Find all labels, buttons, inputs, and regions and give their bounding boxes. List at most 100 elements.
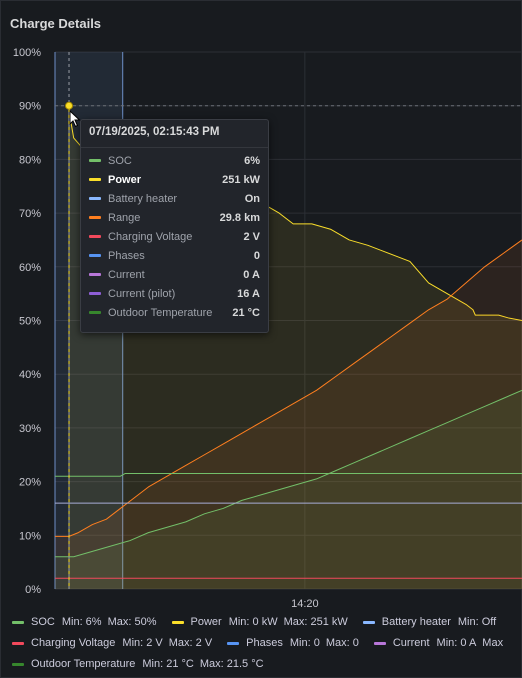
tooltip-series-name: SOC bbox=[108, 154, 132, 167]
tooltip-series-value: 251 kW bbox=[222, 173, 260, 186]
tooltip-series-value: On bbox=[244, 192, 260, 205]
y-tick-label: 80% bbox=[19, 154, 41, 166]
series-color-swatch bbox=[89, 292, 101, 295]
y-tick-label: 50% bbox=[19, 316, 41, 328]
tooltip-row: Phases 0 bbox=[89, 246, 260, 265]
tooltip-series-value: 0 bbox=[253, 249, 260, 262]
tooltip-series-name: Range bbox=[108, 211, 141, 224]
legend-item[interactable]: Power Min: 0 kW Max: 251 kW bbox=[171, 616, 354, 628]
y-tick-label: 60% bbox=[19, 262, 41, 274]
hover-point bbox=[65, 101, 74, 110]
legend-item[interactable]: Current Min: 0 A Max bbox=[373, 637, 509, 649]
legend-swatch bbox=[171, 620, 184, 624]
tooltip-series-value: 21 °C bbox=[232, 306, 260, 319]
y-tick-label: 70% bbox=[19, 208, 41, 220]
tooltip-row: Outdoor Temperature 21 °C bbox=[89, 303, 260, 322]
series-color-swatch bbox=[89, 235, 101, 238]
legend-swatch bbox=[12, 662, 24, 666]
series-area-soc bbox=[55, 390, 522, 589]
tooltip-series-value: 2 V bbox=[243, 230, 260, 243]
legend-series-name: Power bbox=[190, 616, 222, 628]
series-color-swatch bbox=[89, 216, 101, 219]
tooltip-series-value: 16 A bbox=[237, 287, 260, 300]
tooltip-series-name: Current (pilot) bbox=[108, 287, 176, 300]
legend-item[interactable]: Phases Min: 0 Max: 0 bbox=[227, 637, 365, 649]
legend-stat: Max bbox=[482, 637, 504, 649]
tooltip-row: Range 29.8 km bbox=[89, 208, 260, 227]
series-color-swatch bbox=[89, 311, 101, 314]
legend-stat: Min: 0 A bbox=[436, 637, 477, 649]
series-color-swatch bbox=[89, 159, 101, 162]
y-tick-label: 0% bbox=[25, 584, 41, 596]
legend-series-name: Charging Voltage bbox=[31, 637, 116, 649]
series-line-range bbox=[55, 239, 522, 537]
tooltip-series-value: 29.8 km bbox=[219, 211, 260, 224]
legend-stat: Max: 0 bbox=[325, 637, 359, 649]
legend-series-name: Phases bbox=[246, 637, 283, 649]
legend-stat: Max: 251 kW bbox=[283, 616, 348, 628]
series-line-outdoor-temperature bbox=[55, 473, 522, 477]
legend-stat: Min: 21 °C bbox=[142, 658, 194, 670]
y-tick-label: 100% bbox=[13, 47, 41, 59]
legend-item[interactable]: SOC Min: 6% Max: 50% bbox=[12, 616, 163, 628]
legend-stat: Min: 0 bbox=[289, 637, 320, 649]
legend-swatch bbox=[12, 620, 24, 624]
legend-swatch bbox=[227, 641, 240, 645]
legend-stat: Min: 6% bbox=[61, 616, 102, 628]
tooltip-series-name: Phases bbox=[108, 249, 145, 262]
y-tick-label: 90% bbox=[19, 101, 41, 113]
series-area-range bbox=[55, 239, 522, 589]
panel-title[interactable]: Charge Details bbox=[10, 16, 102, 31]
hover-tooltip: 07/19/2025, 02:15:43 PM SOC 6% Power 251 kW… bbox=[80, 119, 269, 333]
legend-swatch bbox=[362, 620, 375, 624]
legend-stat: Min: 2 V bbox=[122, 637, 163, 649]
legend-item[interactable]: Battery heater Min: Off bbox=[362, 616, 502, 628]
tooltip-series-value: 0 A bbox=[243, 268, 260, 281]
tooltip-series-name: Charging Voltage bbox=[108, 230, 193, 243]
legend-series-name: Current bbox=[392, 637, 430, 649]
tooltip-series-name: Current bbox=[108, 268, 145, 281]
tooltip-series-name: Outdoor Temperature bbox=[108, 306, 213, 319]
series-color-swatch bbox=[89, 197, 101, 200]
legend-series-name: Battery heater bbox=[381, 616, 451, 628]
tooltip-row: SOC 6% bbox=[89, 151, 260, 170]
legend-swatch bbox=[12, 641, 24, 645]
tooltip-row: Charging Voltage 2 V bbox=[89, 227, 260, 246]
legend-stat: Max: 21.5 °C bbox=[199, 658, 264, 670]
y-tick-label: 30% bbox=[19, 423, 41, 435]
tooltip-series-name: Battery heater bbox=[108, 192, 178, 205]
tooltip-row: Power 251 kW bbox=[89, 170, 260, 189]
legend-row: SOC Min: 6% Max: 50% Power Min: 0 kW Max: 251… bbox=[12, 616, 511, 628]
hover-marker bbox=[55, 52, 522, 589]
y-tick-label: 40% bbox=[19, 369, 41, 381]
tooltip-series-value: 6% bbox=[244, 154, 260, 167]
chart-legend: SOC Min: 6% Max: 50% Power Min: 0 kW Max: 251… bbox=[0, 612, 522, 678]
axes: 0% 10% 20% 30% 40% 50% 60% 70% 80% 90% 100% 14:20 bbox=[13, 47, 319, 610]
tooltip-divider bbox=[81, 147, 268, 148]
y-tick-label: 20% bbox=[19, 477, 41, 489]
legend-series-name: SOC bbox=[31, 616, 55, 628]
tooltip-timestamp: 07/19/2025, 02:15:43 PM bbox=[89, 126, 220, 138]
tooltip-row: Battery heater On bbox=[89, 189, 260, 208]
legend-stat: Min: Off bbox=[457, 616, 497, 628]
series-color-swatch bbox=[89, 178, 101, 181]
tooltip-row: Current (pilot) 16 A bbox=[89, 284, 260, 303]
legend-series-name: Outdoor Temperature bbox=[31, 658, 136, 670]
legend-stat: Max: 2 V bbox=[168, 637, 213, 649]
tooltip-series-name: Power bbox=[108, 173, 142, 186]
legend-stat: Max: 50% bbox=[107, 616, 157, 628]
series-color-swatch bbox=[89, 254, 101, 257]
series-color-swatch bbox=[89, 273, 101, 276]
legend-row: Charging Voltage Min: 2 V Max: 2 V Phases Mi… bbox=[12, 637, 518, 649]
x-tick-label: 14:20 bbox=[291, 598, 319, 610]
y-tick-label: 10% bbox=[19, 530, 41, 542]
mouse-pointer-icon bbox=[69, 109, 81, 133]
legend-row: Outdoor Temperature Min: 21 °C Max: 21.5 °… bbox=[12, 658, 279, 670]
legend-swatch bbox=[373, 641, 386, 645]
legend-item[interactable]: Outdoor Temperature Min: 21 °C Max: 21.5 °… bbox=[12, 658, 270, 670]
legend-item[interactable]: Charging Voltage Min: 2 V Max: 2 V bbox=[12, 637, 218, 649]
legend-stat: Min: 0 kW bbox=[228, 616, 278, 628]
tooltip-row: Current 0 A bbox=[89, 265, 260, 284]
series-line-soc bbox=[55, 389, 522, 558]
